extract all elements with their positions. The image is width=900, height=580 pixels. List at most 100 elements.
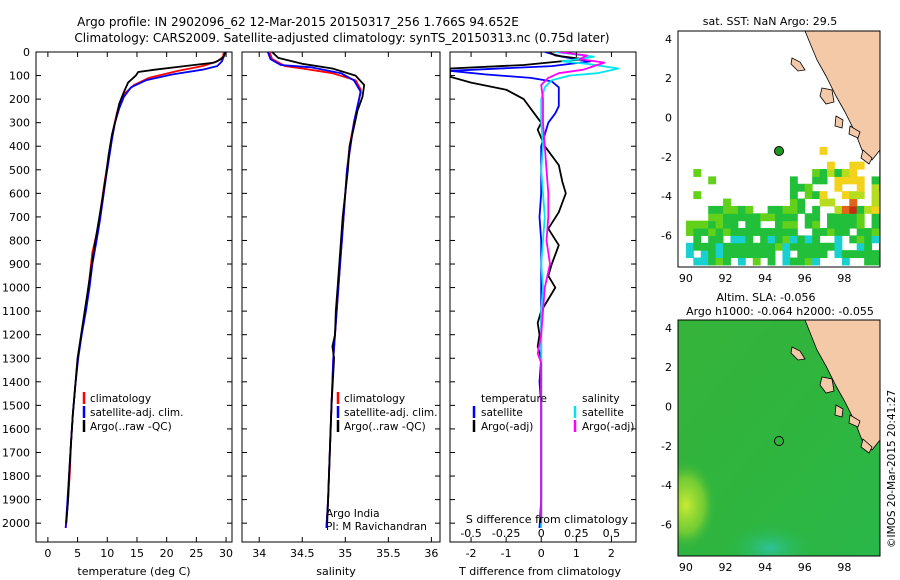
sst-pixel — [715, 205, 724, 214]
sst-pixel — [700, 228, 709, 236]
sla-map-y-tick-label: -6 — [661, 519, 672, 532]
difference-x-tick-label: 1 — [573, 547, 580, 560]
sst-pixel — [864, 250, 873, 259]
sst-pixel — [767, 250, 776, 259]
sst-pixel — [856, 235, 865, 244]
sst-pixel — [864, 205, 873, 214]
sst-pixel — [760, 235, 769, 244]
sst-pixel — [871, 176, 880, 185]
sla-map-y-tick-label: 0 — [665, 401, 672, 414]
sst-pixel — [819, 191, 828, 200]
sst-pixel — [737, 242, 746, 251]
sst-pixel — [834, 183, 843, 192]
sst-pixel — [834, 169, 843, 177]
sst-pixel — [812, 242, 821, 251]
sla-map-y-tick-label: 4 — [665, 322, 672, 335]
sst-pixel — [782, 228, 791, 236]
salinity-series-satellite-adj-clim- — [266, 52, 362, 528]
sst-pixel — [737, 250, 746, 259]
sst-pixel — [775, 235, 783, 244]
depth-tick-label: 1100 — [2, 305, 30, 318]
sst-pixel — [700, 257, 709, 266]
sst-pixel — [856, 183, 865, 192]
sst-pixel — [730, 242, 739, 251]
sst-pixel — [834, 250, 843, 259]
sst-pixel — [871, 205, 880, 214]
sst-pixel — [841, 205, 850, 214]
sst-pixel — [708, 242, 717, 251]
sst-map-frame — [677, 30, 881, 268]
sst-pixel — [775, 205, 783, 214]
sst-map-y-tick-label: -2 — [661, 151, 672, 164]
sst-pixel — [797, 183, 806, 192]
sst-pixel — [819, 198, 828, 207]
legend-label-temp-argo: Argo(-adj) — [481, 421, 533, 433]
sst-pixel — [789, 191, 798, 200]
sst-pixel — [856, 242, 865, 251]
argo-float-marker — [774, 146, 784, 156]
sst-pixel — [789, 205, 798, 214]
depth-tick-label: 1500 — [2, 399, 30, 412]
sst-pixel — [693, 235, 702, 244]
sst-pixel — [693, 257, 702, 266]
sst-pixel — [827, 213, 835, 222]
sst-pixel — [827, 220, 835, 229]
sst-pixel — [760, 250, 769, 259]
sst-pixel — [812, 220, 821, 229]
sst-pixel — [685, 242, 694, 251]
sst-pixel — [693, 169, 702, 177]
temperature-x-tick-label: 30 — [219, 547, 233, 560]
sst-pixel — [834, 213, 843, 222]
sst-pixel — [775, 220, 783, 229]
sst-pixel — [841, 176, 850, 185]
sst-pixel — [856, 250, 865, 259]
sst-pixel — [804, 235, 813, 244]
sla-map-subtitle: Argo h1000: -0.064 h2000: -0.055 — [686, 305, 874, 318]
difference-x2-tick-label: -0.25 — [492, 527, 520, 540]
sst-pixel — [856, 161, 865, 170]
sst-pixel — [789, 198, 798, 207]
sst-map-y-tick-label: 2 — [665, 72, 672, 85]
sst-map-y-tick-label: 4 — [665, 33, 672, 46]
sst-pixel — [715, 257, 724, 266]
legend-label-climatology: climatology — [90, 393, 151, 405]
sst-pixel — [723, 257, 731, 266]
sst-pixel — [819, 169, 828, 177]
sst-pixel — [789, 235, 798, 244]
difference-series-salinity-satellite — [540, 52, 620, 528]
sst-pixel — [812, 257, 821, 266]
legend-title-temperature: temperature — [481, 393, 547, 405]
sst-pixel — [856, 228, 865, 236]
sst-pixel — [856, 191, 865, 200]
sst-pixel — [864, 235, 873, 244]
sst-pixel — [849, 213, 858, 222]
sst-pixel — [849, 161, 858, 170]
temperature-x-tick-label: 15 — [130, 547, 144, 560]
sst-pixel — [812, 205, 821, 214]
legend-label-satellite-adj: satellite-adj. clim. — [344, 407, 437, 419]
temperature-legend: climatology satellite-adj. clim. Argo(..… — [82, 392, 183, 433]
sst-pixel — [856, 176, 865, 185]
sst-pixel — [789, 176, 798, 185]
sst-pixel — [752, 213, 761, 222]
sst-pixel — [760, 228, 769, 236]
depth-tick-label: 600 — [9, 187, 30, 200]
difference-x-tick-label: 0 — [538, 547, 545, 560]
sst-map-y-tick-label: -6 — [661, 230, 672, 243]
imos-credit: ©IMOS 20-Mar-2015 20:41:27 — [886, 390, 898, 548]
sst-pixel — [745, 250, 754, 259]
difference-plot-frame — [449, 51, 637, 543]
sst-pixel — [841, 220, 850, 229]
sst-pixel — [871, 257, 880, 266]
sst-pixel — [708, 220, 717, 229]
sst-pixel — [804, 183, 813, 192]
sst-pixel — [812, 191, 821, 200]
sst-pixel — [797, 198, 806, 207]
sst-pixel — [871, 191, 880, 200]
sst-pixel — [834, 220, 843, 229]
sst-pixel — [767, 242, 776, 251]
sst-pixel — [797, 250, 806, 259]
sst-pixel — [767, 257, 776, 266]
sst-pixel — [819, 176, 828, 185]
sst-map — [678, 31, 880, 267]
